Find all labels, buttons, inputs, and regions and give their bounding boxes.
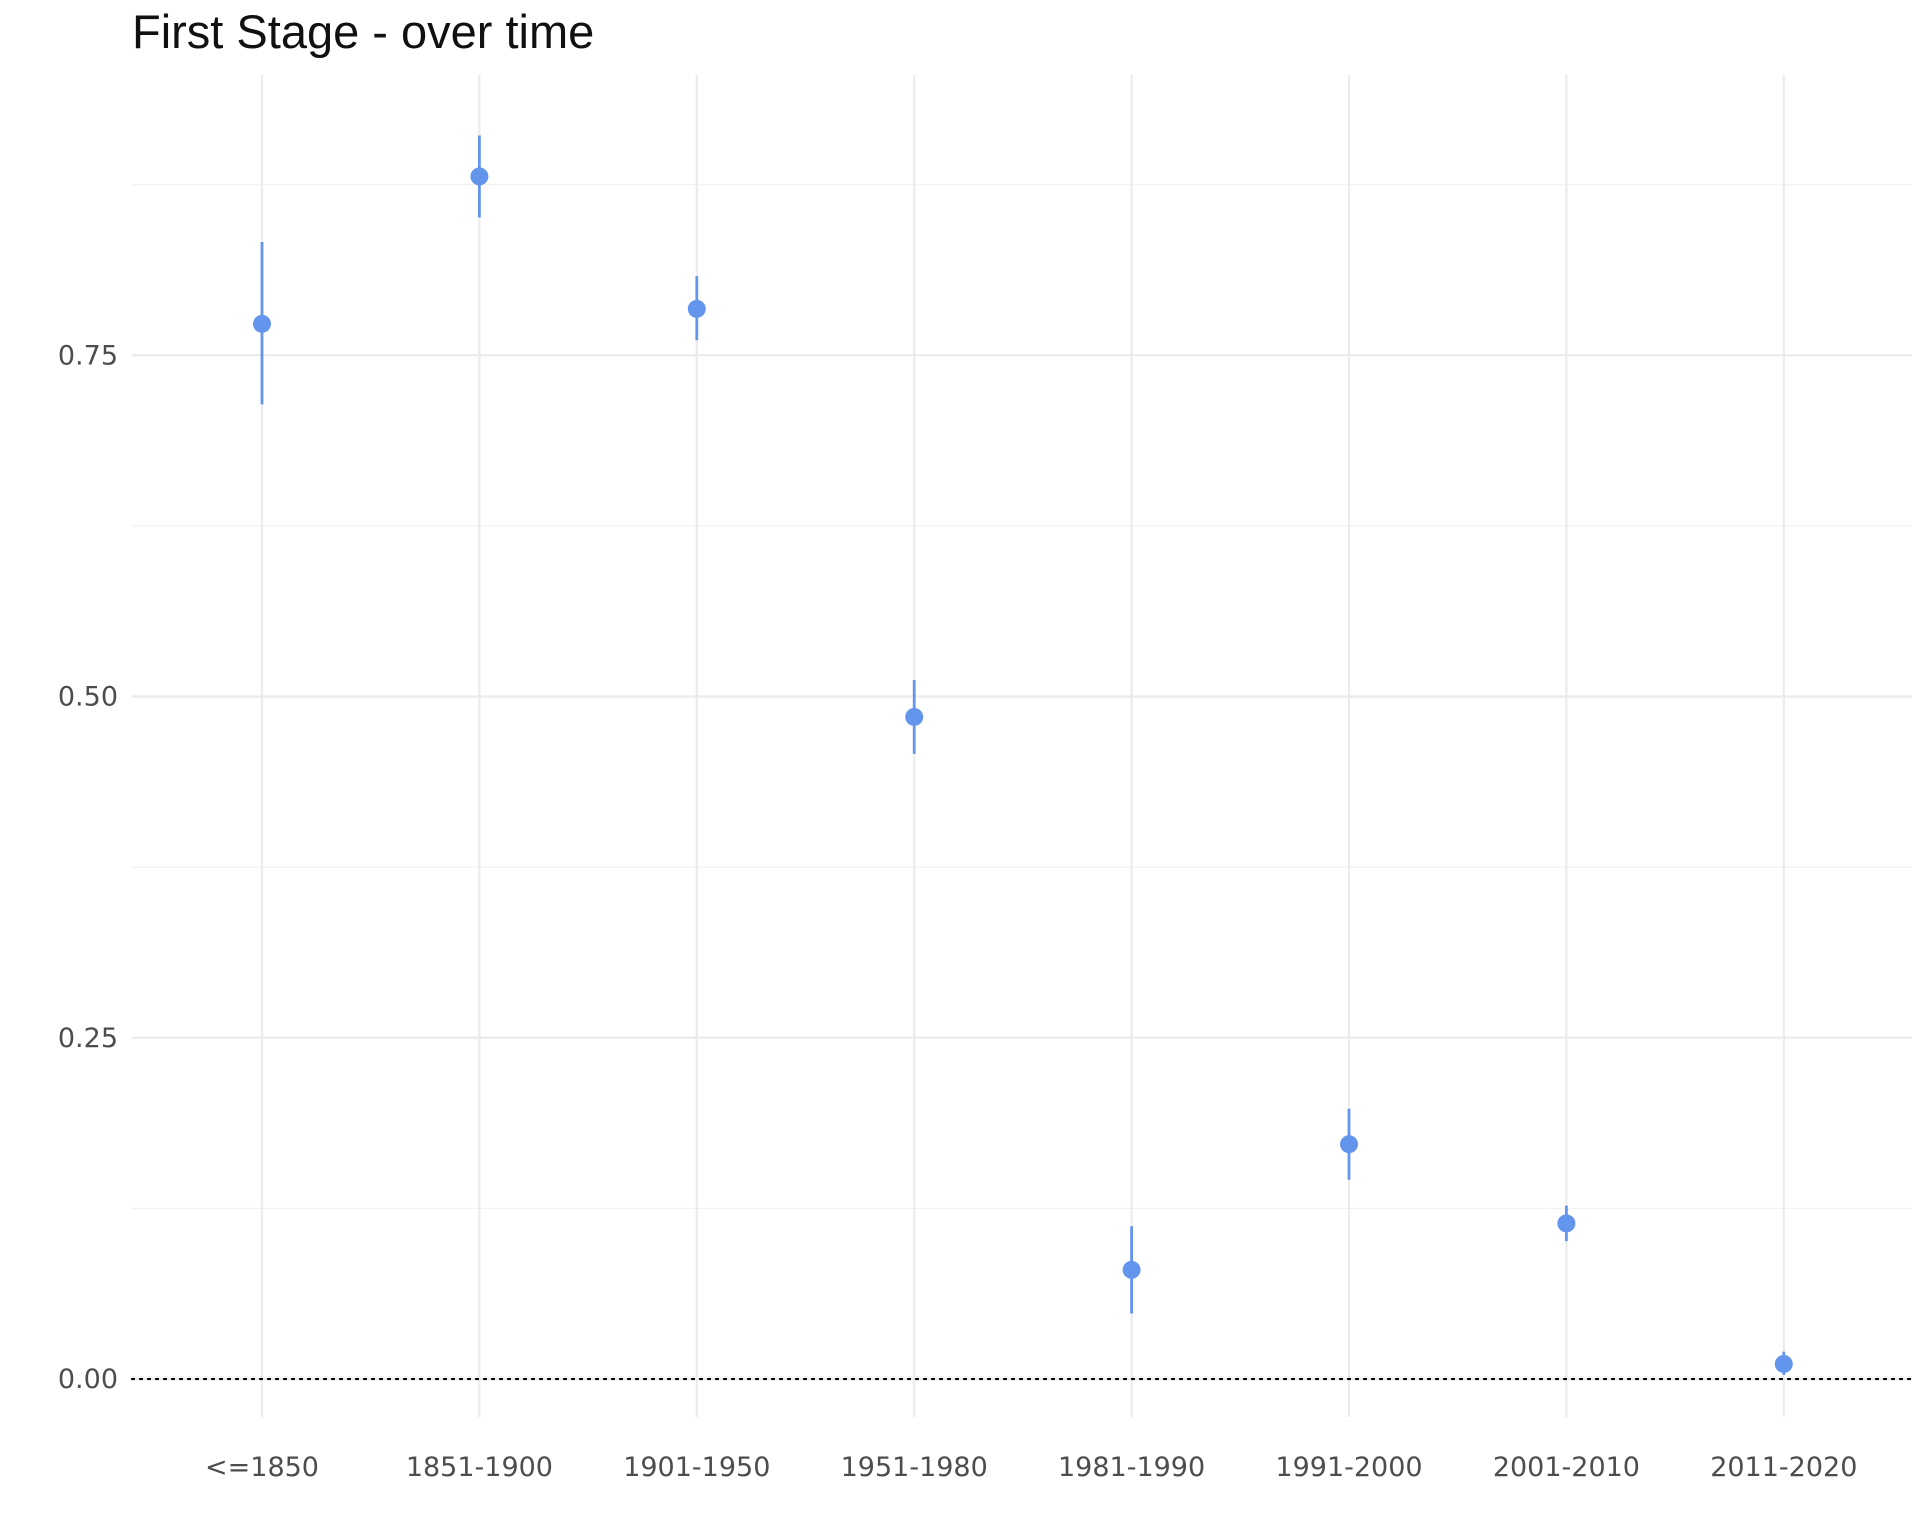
data-point: [1122, 1260, 1141, 1279]
y-tick-label: 0.00: [58, 1364, 118, 1395]
x-tick-label: 1981-1990: [1058, 1452, 1205, 1483]
x-tick-label: 2001-2010: [1493, 1452, 1640, 1483]
data-point: [1557, 1214, 1576, 1233]
x-tick-label: 1951-1980: [841, 1452, 988, 1483]
data-point: [1340, 1135, 1358, 1154]
data-point: [1774, 1354, 1793, 1373]
data-marks: [253, 135, 1793, 1375]
data-point: [470, 167, 489, 186]
axis-labels: 0.00 0.25 0.50 0.75 <=1850 1851-1900 1901-1950…: [58, 340, 1858, 1483]
data-point: [253, 314, 271, 333]
x-tick-label: <=1850: [205, 1452, 319, 1483]
data-point: [905, 707, 924, 726]
grid-lines: [132, 75, 1912, 1417]
chart-title: First Stage - over time: [132, 5, 595, 58]
y-tick-label: 0.50: [58, 682, 118, 713]
y-tick-label: 0.25: [58, 1023, 118, 1054]
y-tick-label: 0.75: [58, 340, 118, 371]
x-tick-label: 1851-1900: [406, 1452, 553, 1483]
data-point: [687, 299, 706, 318]
x-tick-label: 2011-2020: [1710, 1452, 1857, 1483]
x-tick-label: 1901-1950: [623, 1452, 770, 1483]
x-tick-label: 1991-2000: [1275, 1452, 1422, 1483]
